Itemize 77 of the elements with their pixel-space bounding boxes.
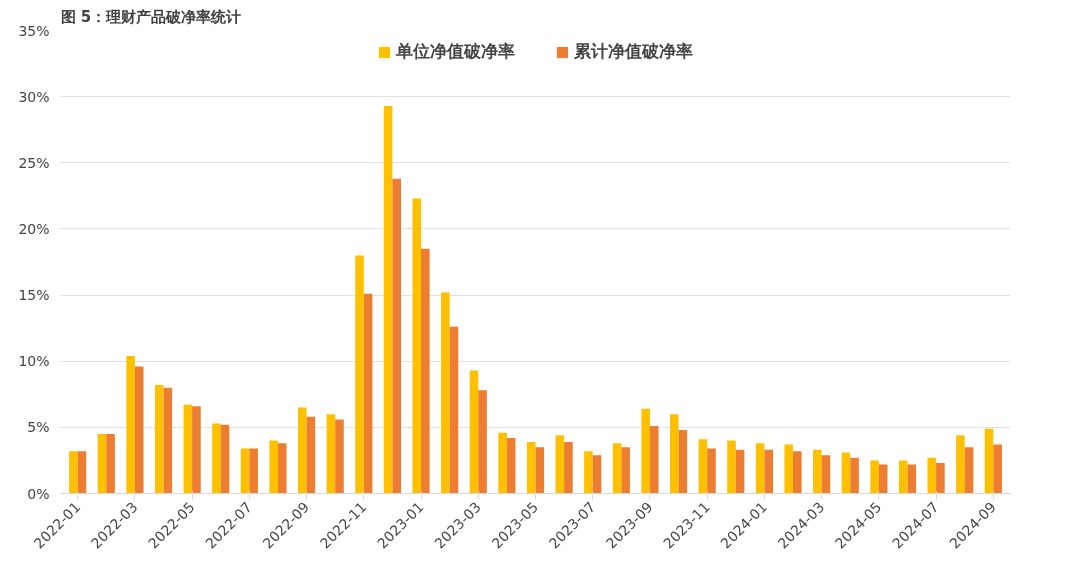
- y-tick-label: 10%: [18, 353, 50, 370]
- bar: [77, 451, 87, 494]
- bar: [498, 432, 507, 494]
- bar: [363, 293, 373, 494]
- bar: [821, 455, 831, 494]
- bar: [478, 390, 487, 494]
- y-tick-label: 35%: [18, 22, 50, 39]
- bar: [755, 443, 765, 494]
- chart-title: 图 5：理财产品破净率统计: [60, 7, 242, 26]
- bar: [612, 443, 622, 494]
- bar: [134, 366, 144, 494]
- bar: [621, 447, 630, 494]
- bar: [97, 433, 107, 494]
- bar: [441, 292, 450, 494]
- bar: [326, 414, 336, 494]
- bar: [163, 387, 173, 494]
- bar: [249, 448, 258, 494]
- y-tick-label: 0%: [27, 485, 50, 502]
- bar: [649, 426, 659, 494]
- bar: [183, 404, 193, 494]
- bar: [564, 441, 573, 494]
- bar: [421, 248, 430, 494]
- bar: [277, 443, 287, 494]
- bar: [841, 452, 851, 494]
- y-tick-label: 20%: [18, 220, 50, 237]
- bar: [449, 326, 459, 494]
- bar: [106, 433, 115, 494]
- legend-label: 累计净值破净率: [574, 40, 693, 63]
- bar: [878, 464, 888, 494]
- y-tick-label: 30%: [18, 88, 50, 105]
- bar: [727, 440, 736, 494]
- bar: [784, 444, 794, 494]
- y-tick-label: 5%: [27, 419, 50, 436]
- bar: [298, 407, 307, 494]
- bar: [936, 463, 945, 494]
- bar: [793, 451, 802, 494]
- bar: [764, 449, 773, 494]
- bar: [69, 451, 78, 494]
- bar: [735, 449, 745, 494]
- legend-label: 单位净值破净率: [396, 40, 515, 63]
- bar: [335, 419, 344, 494]
- bar: [269, 440, 278, 494]
- bar: [707, 448, 716, 494]
- bar: [964, 447, 974, 494]
- bar: [506, 437, 516, 494]
- bar: [956, 435, 965, 494]
- bar: [850, 457, 859, 494]
- bar: [306, 416, 316, 494]
- bar: [592, 455, 602, 494]
- bar: [927, 457, 937, 494]
- bar: [126, 355, 135, 494]
- bar: [907, 464, 917, 494]
- bar: [240, 448, 250, 494]
- bar: [392, 178, 402, 494]
- bar: [535, 447, 545, 494]
- bar: [469, 370, 479, 494]
- bar: [355, 255, 364, 494]
- bar: [641, 408, 650, 494]
- bar: [154, 385, 164, 494]
- bar: [383, 105, 393, 494]
- bar: [212, 423, 221, 494]
- bar: [192, 406, 201, 494]
- bar: [526, 441, 536, 494]
- bar: [984, 428, 994, 494]
- bar: [870, 460, 879, 494]
- bar: [584, 451, 593, 494]
- y-tick-label: 25%: [18, 154, 50, 171]
- bar: [220, 424, 230, 494]
- bar: [813, 449, 822, 494]
- bar: [698, 439, 708, 494]
- bar: [669, 414, 679, 494]
- bar: [678, 430, 688, 494]
- y-tick-label: 15%: [18, 287, 50, 304]
- bar: [898, 460, 908, 494]
- bar: [993, 444, 1002, 494]
- bar: [412, 198, 422, 494]
- bar: [555, 435, 565, 494]
